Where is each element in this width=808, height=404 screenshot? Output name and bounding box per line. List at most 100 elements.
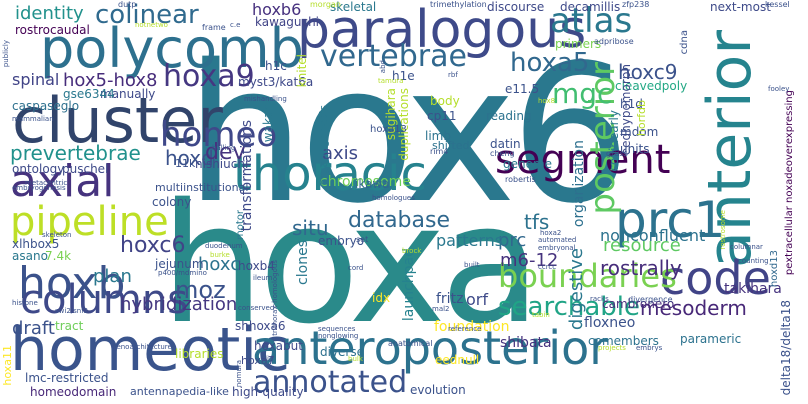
word-11k: 11k bbox=[175, 157, 196, 170]
word-fooley: fooley bbox=[768, 85, 790, 93]
word-caspaseglo: caspaseglo bbox=[12, 99, 80, 113]
word-antennapedia-like: antennapedia-like bbox=[130, 385, 229, 398]
word-racks: racks bbox=[590, 295, 609, 303]
word-puschel: puschel bbox=[62, 162, 109, 176]
word-hoxa9: hoxa9 bbox=[163, 59, 255, 94]
word-pipeline: pipeline bbox=[10, 199, 169, 245]
word-segment: segment bbox=[495, 137, 671, 183]
word-counting: counting bbox=[738, 257, 769, 265]
word-paralogous: paralogous bbox=[297, 0, 587, 60]
word-hoxa7: hoxa7 bbox=[241, 354, 275, 367]
word-code: code bbox=[660, 251, 771, 305]
word-motor: motor bbox=[235, 210, 246, 241]
word-patterns: patterns bbox=[436, 231, 504, 250]
word-colinear: colinear bbox=[95, 0, 199, 30]
word-organization: organization bbox=[571, 140, 587, 228]
word-anatomical: anatomical bbox=[388, 339, 433, 348]
word-dev: dev bbox=[205, 140, 246, 165]
word-atlas: atlas bbox=[550, 1, 633, 41]
word-cp11: cp11 bbox=[427, 109, 457, 123]
word-limb: limb bbox=[425, 129, 451, 143]
word-cambronero: cambronero bbox=[602, 297, 675, 311]
word-nishiuchi: nishiuchi bbox=[195, 157, 249, 171]
word-foundation: foundation bbox=[434, 319, 510, 335]
word-hoxb4: hoxb4 bbox=[238, 259, 275, 273]
word-axis: axis bbox=[322, 143, 359, 164]
word-comembers: comembers bbox=[588, 334, 659, 348]
word-abd: abd bbox=[379, 60, 387, 74]
word-built: built bbox=[464, 261, 480, 269]
word-chromosome: chromosome bbox=[320, 174, 411, 190]
word-prevertebrae: prevertebrae bbox=[10, 141, 141, 165]
word-hox5-hox8: hox5-hox8 bbox=[63, 70, 158, 91]
word-cdna: cdna bbox=[679, 30, 690, 55]
word-histone: histone bbox=[12, 299, 38, 307]
word-hox6: hox6 bbox=[185, 24, 631, 245]
word-reading: reading bbox=[486, 109, 532, 123]
word-embryo: embryo bbox=[318, 234, 365, 248]
word-anteroposterior: anteroposterior bbox=[252, 321, 609, 375]
word-primers: primers bbox=[555, 37, 602, 51]
word-annotated: annotated bbox=[253, 365, 408, 400]
word-ontology: ontology bbox=[12, 162, 65, 176]
word-axial: axial bbox=[10, 156, 115, 207]
word-trithorax-homologous: trithorax-homologous bbox=[271, 260, 279, 336]
word-ileum: ileum bbox=[253, 274, 273, 282]
word-eednull: eednull bbox=[435, 353, 480, 367]
word-p400-mdmino: p400/mdmino bbox=[158, 269, 207, 277]
word-notnetwo: notnetwo bbox=[135, 21, 168, 29]
word-tabin: tabin bbox=[532, 311, 550, 319]
word-launchpad: launchpad bbox=[401, 248, 417, 322]
word-nomura: nomura bbox=[235, 360, 243, 388]
word-manually: manually bbox=[100, 87, 156, 101]
word-skeleton: skeleton bbox=[42, 231, 72, 239]
word-homeotic: homeotic bbox=[10, 315, 290, 385]
word-hoxa: hoxa bbox=[160, 168, 541, 360]
word-brock: brock bbox=[402, 247, 422, 255]
word-cluster: cluster bbox=[12, 84, 223, 157]
word-hoxa5: hoxa5 bbox=[510, 48, 590, 78]
word-kawaguchi: kawaguchi bbox=[255, 15, 320, 29]
word-nonglowing: nonglowing bbox=[318, 332, 359, 340]
word-prc: prc bbox=[498, 230, 527, 251]
word-xlhbox5: xlhbox5 bbox=[12, 237, 60, 251]
word-conserved: conserved bbox=[238, 304, 275, 312]
word-m6-12: m6-12 bbox=[500, 250, 559, 271]
word-gse6344: gse6344 bbox=[63, 87, 115, 101]
word-genome: genome bbox=[503, 157, 553, 171]
word-lie: lie bbox=[265, 355, 274, 363]
word-homeodomain: homeodomain bbox=[30, 385, 117, 399]
word-shifted: shifted bbox=[432, 139, 470, 152]
word-colony: colony bbox=[152, 195, 192, 209]
word-shhoxa6: shhoxa6 bbox=[235, 319, 286, 333]
word-trimethylation: trimethylation bbox=[430, 0, 487, 9]
word-homeo: homeo bbox=[160, 115, 278, 155]
word-balling: balling bbox=[212, 144, 236, 152]
word-organogenesis: organogenesis bbox=[317, 105, 330, 186]
word-bulk: bulk bbox=[348, 355, 363, 363]
word-hox8: hox8 bbox=[538, 97, 556, 105]
word-h1d: h1d bbox=[620, 97, 643, 111]
word-hoxb: hoxb bbox=[18, 258, 126, 309]
word-spinal: spinal bbox=[12, 70, 60, 89]
word-mdom: mdom bbox=[620, 125, 659, 139]
word-embrys: embrys bbox=[636, 344, 663, 352]
word-hoxc: hoxc bbox=[198, 254, 241, 275]
word-tamura: tamura bbox=[378, 77, 404, 85]
word-cheng: cheng bbox=[490, 149, 515, 158]
word-kessel: kessel bbox=[765, 0, 790, 9]
word-situ: situ bbox=[292, 216, 329, 240]
word-polycomb: polycomb bbox=[40, 17, 304, 80]
word-c-e: c.e bbox=[230, 21, 241, 29]
word-gruss: gruss bbox=[606, 149, 628, 158]
word-publicly: publicly bbox=[2, 40, 10, 68]
word-cleavedpoly: cleavedpoly bbox=[615, 79, 688, 93]
word-cord: cord bbox=[348, 264, 364, 272]
word-identity: identity bbox=[15, 3, 84, 24]
word-orf: orf bbox=[466, 290, 488, 309]
word-searchable: searchable bbox=[498, 292, 641, 322]
word-myst3-kat6a: myst3/kat6a bbox=[238, 75, 314, 89]
word-mishandling: mishandling bbox=[244, 95, 287, 103]
word-tfs: tfs bbox=[524, 210, 550, 234]
